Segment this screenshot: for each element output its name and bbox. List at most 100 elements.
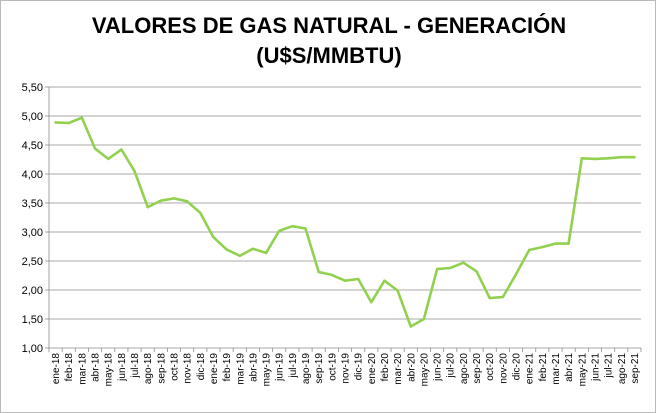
x-tick-label: oct-18 [169, 353, 180, 381]
y-tick-label: 1,50 [22, 314, 43, 326]
x-tick-label: sep-20 [472, 353, 483, 384]
chart-title-line1: VALORES DE GAS NATURAL - GENERACIÓN [91, 13, 567, 38]
data-point [409, 325, 412, 328]
data-point [580, 157, 583, 160]
x-tick-label: nov-18 [183, 353, 194, 384]
data-point [291, 225, 294, 228]
x-tick-label: feb-21 [538, 353, 549, 382]
data-point [185, 200, 189, 203]
data-point [238, 254, 241, 257]
data-point [567, 242, 570, 245]
data-point [225, 248, 228, 251]
x-tick-label: feb-20 [380, 353, 391, 382]
y-tick-label: 1,00 [22, 343, 43, 355]
data-point [357, 277, 360, 281]
x-tick-label: sep-19 [314, 353, 325, 384]
data-point [541, 245, 544, 249]
data-point [264, 251, 268, 255]
data-point [54, 121, 57, 124]
x-tick-label: jul-20 [446, 353, 457, 379]
data-point [528, 248, 531, 252]
x-tick-label: ene-18 [51, 353, 62, 385]
x-tick-label: jun-18 [117, 353, 128, 382]
x-tick-label: feb-19 [222, 353, 233, 382]
y-tick-label: 2,00 [22, 285, 43, 297]
x-tick-label: ago-21 [617, 353, 628, 385]
x-tick-label: may-20 [419, 353, 430, 387]
x-tick-label: sep-18 [156, 353, 167, 384]
data-point [370, 301, 373, 304]
x-tick-label: mar-19 [235, 353, 246, 385]
y-tick-label: 4,00 [22, 169, 43, 181]
data-point [146, 205, 149, 209]
data-point [514, 273, 518, 276]
x-tick-label: oct-20 [485, 353, 496, 381]
x-tick-label: ene-20 [367, 353, 378, 385]
x-tick-label: may-21 [577, 353, 588, 387]
data-point [93, 147, 97, 150]
data-point [554, 242, 557, 245]
data-point [80, 116, 84, 119]
x-tick-label: abr-21 [564, 353, 575, 382]
data-point [120, 148, 123, 151]
y-tick-label: 3,50 [22, 198, 43, 210]
gridlines [49, 86, 641, 320]
data-point [396, 289, 399, 292]
x-tick-label: jun-19 [275, 353, 286, 382]
x-tick-label: dic-18 [196, 353, 207, 381]
x-tick-label: dic-20 [512, 353, 523, 381]
axes [45, 86, 642, 352]
data-point [343, 279, 347, 282]
series-line [54, 116, 636, 328]
data-point [422, 317, 426, 321]
x-tick-label: sep-21 [630, 353, 641, 384]
x-tick-label: jun-20 [433, 353, 444, 382]
data-point [488, 296, 491, 300]
data-point [593, 157, 597, 161]
data-point [212, 236, 215, 239]
data-point [278, 229, 281, 232]
x-tick-label: abr-19 [248, 353, 259, 382]
series-layer [54, 116, 636, 328]
data-point [133, 169, 136, 173]
x-tick-label: dic-19 [354, 353, 365, 381]
y-axis-tick-labels: 1,00 1,50 2,00 2,50 3,00 3,50 4,00 4,50 5,00 5,50 [22, 82, 43, 355]
x-tick-label: nov-20 [498, 353, 509, 384]
y-tick-label: 5,00 [22, 111, 43, 123]
data-point [159, 199, 162, 202]
x-tick-label: nov-19 [341, 353, 352, 384]
x-tick-label: mar-18 [77, 353, 88, 385]
data-point [383, 279, 386, 282]
data-point [475, 270, 478, 273]
x-tick-label: may-19 [262, 353, 273, 387]
data-point [449, 266, 452, 270]
x-tick-label: jun-21 [590, 353, 601, 382]
x-tick-label: abr-20 [406, 353, 417, 382]
y-tick-label: 3,00 [22, 227, 43, 239]
x-axis-tick-labels: ene-18 feb-18 mar-18 abr-18 may-18 jun-18 jul-… [51, 353, 641, 387]
chart-title-line2: (U$S/MMBTU) [256, 43, 402, 68]
y-tick-label: 2,50 [22, 256, 43, 268]
data-point [606, 157, 610, 160]
x-tick-label: ago-20 [459, 353, 470, 385]
data-point [67, 121, 70, 125]
x-tick-label: ene-19 [209, 353, 220, 385]
x-tick-label: jul-19 [288, 353, 299, 379]
data-point [435, 267, 439, 271]
x-tick-label: mar-20 [393, 353, 404, 385]
data-point [251, 247, 255, 250]
x-tick-label: abr-18 [91, 353, 102, 382]
data-point [304, 227, 307, 230]
x-tick-label: ene-21 [525, 353, 536, 385]
data-point [107, 157, 110, 161]
x-tick-label: ago-18 [143, 353, 154, 385]
x-tick-label: jul-21 [604, 353, 615, 379]
y-tick-label: 5,50 [22, 82, 43, 94]
x-tick-label: jul-18 [130, 353, 141, 379]
x-tick-label: ago-19 [301, 353, 312, 385]
x-tick-label: may-18 [104, 353, 115, 387]
x-tick-label: feb-18 [64, 353, 75, 382]
data-point [501, 295, 505, 299]
